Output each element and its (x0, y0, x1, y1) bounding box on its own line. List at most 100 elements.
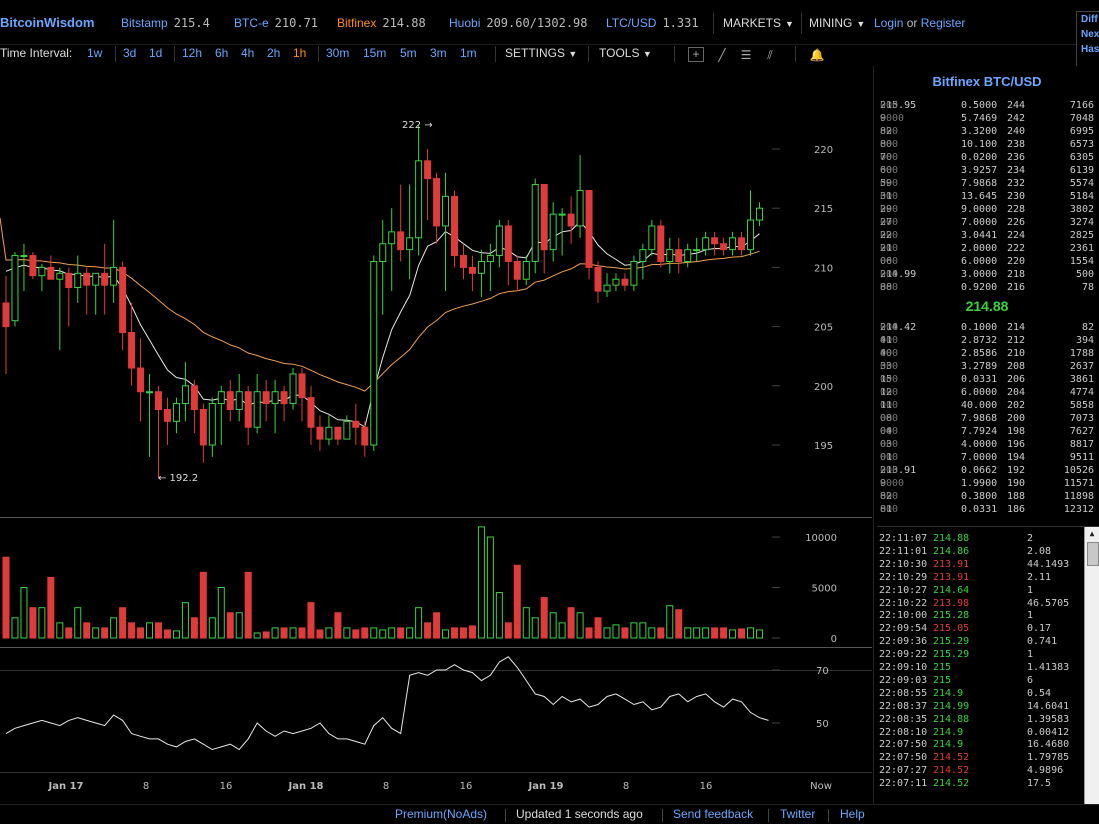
trade-time: 22:09:36 (879, 636, 928, 648)
order-amount: 0.9200 (961, 282, 998, 293)
trade-scrollbar[interactable]: ▲ (1084, 527, 1099, 805)
scroll-thumb[interactable] (1087, 542, 1099, 566)
interval-3m[interactable]: 3m (430, 46, 447, 60)
volume-bar (531, 617, 539, 639)
candle-body (370, 260, 378, 446)
twitter-link[interactable]: Twitter (780, 807, 816, 821)
order-amount: 3.0441 (961, 230, 998, 241)
line-draw-icon[interactable]: ╱ (718, 48, 726, 62)
interval-30m[interactable]: 30m (326, 46, 350, 60)
order-level: 216 (1007, 282, 1026, 293)
premium-link[interactable]: Premium(NoAds) (395, 807, 488, 821)
trade-price: 214.52 (933, 778, 970, 790)
candle-body (379, 243, 387, 262)
volume-bar (755, 629, 763, 639)
ticker-bitstamp[interactable]: Bitstamp 215.4 (121, 16, 210, 30)
volume-bar (262, 631, 270, 639)
volume-bar (370, 627, 378, 639)
settings-menu[interactable]: SETTINGS ▼ (505, 46, 577, 60)
order-cumulative: 5858 (1069, 400, 1094, 411)
trade-time: 22:07:27 (879, 765, 928, 777)
candle-body (477, 260, 485, 274)
divider (174, 46, 175, 62)
tools-menu[interactable]: TOOLS ▼ (599, 46, 652, 60)
volume-tick-label: 10000 (805, 533, 837, 544)
orderbook-row: 82 000 3.3200 240 6995 (880, 126, 1094, 137)
send-feedback-link[interactable]: Send feedback (673, 807, 754, 821)
interval-1m[interactable]: 1m (460, 46, 477, 60)
interval-3d[interactable]: 3d (123, 46, 137, 60)
brand-logo[interactable]: BitcoinWisdom (0, 15, 95, 30)
y-tick-label: 215 (814, 204, 833, 215)
orderbook-row: 80 000 10.100 238 6573 (880, 139, 1094, 150)
crosshair-icon[interactable]: + (688, 47, 704, 62)
order-amount: 7.7924 (961, 426, 998, 437)
scroll-up-icon[interactable]: ▲ (1089, 529, 1095, 538)
volume-tick-label: 5000 (812, 584, 837, 595)
volume-bar (334, 612, 342, 639)
interval-1w[interactable]: 1w (87, 46, 103, 60)
order-level: 218 (1007, 269, 1026, 280)
trade-row: 22:10:22 213.98 46.5705 (879, 597, 1079, 610)
interval-5m[interactable]: 5m (400, 46, 417, 60)
candle-body (549, 213, 557, 251)
volume-bar (397, 627, 405, 639)
order-cumulative: 6305 (1069, 152, 1094, 163)
volume-bar (567, 607, 575, 639)
volume-bar (621, 627, 629, 639)
ticker-btce[interactable]: BTC-e 210.71 (234, 16, 318, 30)
volume-bar (128, 622, 136, 639)
trade-amount: 46.5705 (1027, 597, 1070, 609)
candle-body (666, 249, 674, 262)
volume-bar (289, 627, 297, 639)
interval-15m[interactable]: 15m (363, 46, 387, 60)
order-level: 212 (1007, 335, 1026, 346)
alert-bell-icon[interactable]: 🔔 (809, 48, 825, 62)
order-amount: 2.0000 (961, 243, 998, 254)
orderbook-row: 08 000 7.9868 200 7073 (880, 413, 1094, 424)
volume-bar (666, 605, 674, 639)
trade-row: 22:07:50 214.52 1.79785 (879, 751, 1079, 764)
fib-icon[interactable]: ⫽ (767, 48, 773, 62)
volume-bar (424, 622, 432, 639)
candle-body (442, 195, 450, 227)
login-link[interactable]: Login (874, 16, 904, 30)
interval-1d[interactable]: 1d (149, 46, 163, 60)
candle-body (648, 225, 656, 251)
ticker-bitfinex[interactable]: Bitfinex 214.88 (337, 16, 426, 30)
register-link[interactable]: Register (920, 16, 966, 30)
order-amount: 13.645 (961, 191, 998, 202)
trade-time: 22:07:50 (879, 752, 928, 764)
trade-amount: 0.741 (1027, 636, 1058, 648)
markets-menu[interactable]: MARKETS ▼ (723, 16, 794, 30)
interval-6h[interactable]: 6h (215, 46, 229, 60)
help-link[interactable]: Help (840, 807, 865, 821)
interval-1h[interactable]: 1h (293, 46, 307, 60)
orderbook-row: 41 000 2.8732 212 394 (880, 335, 1094, 346)
order-amount: 0.3800 (961, 491, 998, 502)
interval-4h[interactable]: 4h (241, 46, 255, 60)
ticker-ltcusd[interactable]: LTC/USD 1.331 (606, 16, 699, 30)
candle-body (199, 408, 207, 446)
interval-2h[interactable]: 2h (267, 46, 281, 60)
volume-bar (379, 629, 387, 639)
y-tick-label: 200 (814, 382, 833, 393)
order-cumulative: 12312 (1063, 504, 1094, 515)
trade-amount: 1.41383 (1027, 662, 1070, 673)
ticker-huobi[interactable]: Huobi 209.60/1302.98 (449, 16, 588, 30)
trade-amount: 14.6041 (1027, 700, 1070, 712)
horizontal-lines-icon[interactable]: ☰ (740, 48, 752, 62)
volume-bar (540, 597, 548, 639)
candle-body (262, 391, 270, 405)
mining-menu[interactable]: MINING ▼ (809, 16, 865, 30)
volume-bar (406, 627, 414, 639)
chart-area[interactable]: 195 200 205 210 215 220 0 5000 10000 50 70 222 → ← 1… (0, 66, 872, 804)
order-level: 240 (1007, 126, 1026, 137)
price-chart[interactable]: 195 200 205 210 215 220 0 5000 10000 50 70 222 → ← 1… (0, 66, 872, 804)
login-register: Login or Register (874, 16, 965, 30)
order-cumulative: 78 (1081, 282, 1094, 293)
candle-body (92, 272, 100, 286)
interval-12h[interactable]: 12h (182, 46, 203, 60)
trade-history[interactable]: 22:11:07 214.88 2 22:11:01 214.86 2.08 22:10:3… (877, 526, 1099, 805)
volume-bar (101, 627, 109, 639)
